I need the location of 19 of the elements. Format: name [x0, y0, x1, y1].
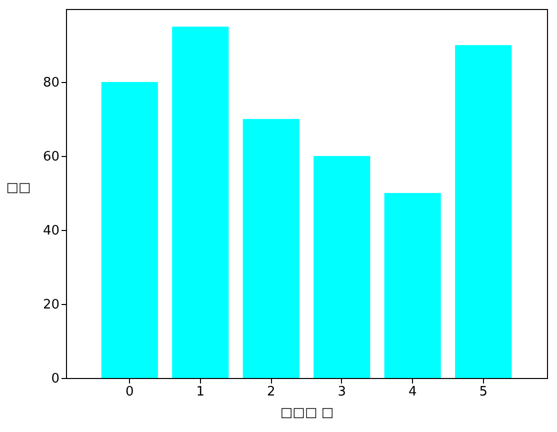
y-tick-label: 20 — [42, 298, 60, 313]
bar — [384, 193, 441, 378]
x-tick-label: 3 — [338, 384, 346, 400]
x-tick-label: 5 — [479, 384, 488, 400]
bar — [455, 45, 512, 378]
bar — [242, 119, 300, 378]
x-tick-label: 2 — [266, 384, 276, 400]
y-tick-label: 0 — [51, 372, 60, 386]
x-axis-title: □□□ □ — [280, 406, 334, 420]
y-tick-label: 40 — [42, 224, 60, 239]
bar — [314, 156, 370, 378]
x-tick-label: 1 — [196, 384, 205, 400]
y-tick-label: 80 — [42, 76, 60, 91]
bar — [101, 82, 158, 378]
x-tick-label: 4 — [408, 384, 417, 400]
bar — [172, 26, 229, 378]
y-tick-label: 60 — [42, 150, 60, 165]
y-axis-title: □□ — [6, 180, 31, 196]
x-tick-label: 0 — [126, 384, 134, 400]
